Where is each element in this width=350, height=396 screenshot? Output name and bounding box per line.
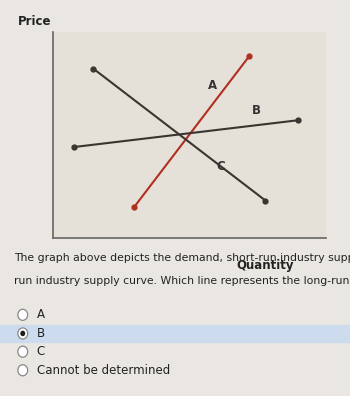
Text: Price: Price [18, 15, 51, 28]
Text: C: C [37, 345, 45, 358]
Text: run industry supply curve. Which line represents the long-run industry supply cu: run industry supply curve. Which line re… [14, 276, 350, 286]
Text: A: A [37, 308, 45, 321]
Text: The graph above depicts the demand, short-run industry supply curve and the long: The graph above depicts the demand, shor… [14, 253, 350, 263]
Text: B: B [252, 104, 261, 117]
Text: C: C [216, 160, 225, 173]
Text: B: B [37, 327, 45, 340]
Text: Quantity: Quantity [237, 259, 294, 272]
Text: Cannot be determined: Cannot be determined [37, 364, 170, 377]
Text: A: A [208, 79, 217, 92]
